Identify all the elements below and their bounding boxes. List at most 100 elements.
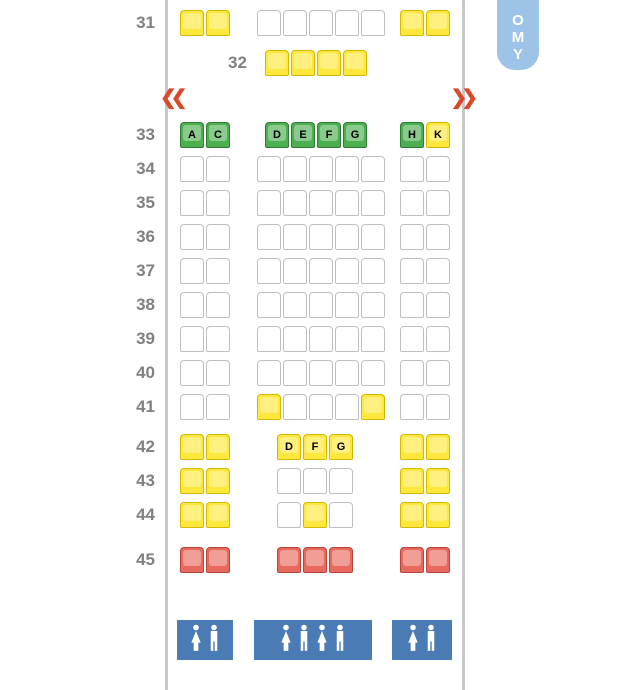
seat-41G[interactable] <box>335 394 359 420</box>
seat-31A[interactable] <box>180 10 204 36</box>
seat-38A[interactable] <box>180 292 204 318</box>
seat-31F[interactable] <box>309 10 333 36</box>
seat-37E[interactable] <box>283 258 307 284</box>
seat-32D[interactable] <box>265 50 289 76</box>
seat-44A[interactable] <box>180 502 204 528</box>
seat-31G[interactable] <box>335 10 359 36</box>
seat-44F[interactable] <box>303 502 327 528</box>
seat-36H[interactable] <box>400 224 424 250</box>
seat-33K[interactable]: K <box>426 122 450 148</box>
seat-34G[interactable] <box>335 156 359 182</box>
seat-42H[interactable] <box>400 434 424 460</box>
seat-43H[interactable] <box>400 468 424 494</box>
seat-34F[interactable] <box>309 156 333 182</box>
seat-40H[interactable] <box>400 360 424 386</box>
seat-41H[interactable] <box>400 394 424 420</box>
seat-37F[interactable] <box>309 258 333 284</box>
seat-45K[interactable] <box>426 547 450 573</box>
seat-31H[interactable] <box>361 10 385 36</box>
seat-45F[interactable] <box>303 547 327 573</box>
seat-40H[interactable] <box>361 360 385 386</box>
seat-37H[interactable] <box>361 258 385 284</box>
seat-42A[interactable] <box>180 434 204 460</box>
seat-36H[interactable] <box>361 224 385 250</box>
seat-39H[interactable] <box>400 326 424 352</box>
seat-40F[interactable] <box>309 360 333 386</box>
seat-33F[interactable]: F <box>317 122 341 148</box>
seat-39F[interactable] <box>309 326 333 352</box>
seat-39H[interactable] <box>361 326 385 352</box>
seat-36E[interactable] <box>283 224 307 250</box>
seat-43D[interactable] <box>277 468 301 494</box>
seat-35H[interactable] <box>361 190 385 216</box>
seat-45A[interactable] <box>180 547 204 573</box>
seat-39D[interactable] <box>257 326 281 352</box>
seat-40D[interactable] <box>257 360 281 386</box>
seat-32E[interactable] <box>291 50 315 76</box>
seat-45H[interactable] <box>400 547 424 573</box>
seat-35D[interactable] <box>257 190 281 216</box>
seat-36K[interactable] <box>426 224 450 250</box>
seat-31K[interactable] <box>426 10 450 36</box>
seat-34K[interactable] <box>426 156 450 182</box>
seat-40A[interactable] <box>180 360 204 386</box>
seat-35A[interactable] <box>180 190 204 216</box>
seat-35K[interactable] <box>426 190 450 216</box>
seat-45D[interactable] <box>277 547 301 573</box>
seat-37A[interactable] <box>180 258 204 284</box>
seat-33H[interactable]: H <box>400 122 424 148</box>
seat-33A[interactable]: A <box>180 122 204 148</box>
seat-37C[interactable] <box>206 258 230 284</box>
seat-38E[interactable] <box>283 292 307 318</box>
seat-38H[interactable] <box>400 292 424 318</box>
seat-38D[interactable] <box>257 292 281 318</box>
seat-44H[interactable] <box>400 502 424 528</box>
seat-39A[interactable] <box>180 326 204 352</box>
seat-37G[interactable] <box>335 258 359 284</box>
seat-38G[interactable] <box>335 292 359 318</box>
seat-44D[interactable] <box>277 502 301 528</box>
seat-32F[interactable] <box>317 50 341 76</box>
seat-45G[interactable] <box>329 547 353 573</box>
seat-35E[interactable] <box>283 190 307 216</box>
seat-37D[interactable] <box>257 258 281 284</box>
seat-44K[interactable] <box>426 502 450 528</box>
seat-33G[interactable]: G <box>343 122 367 148</box>
seat-41D[interactable] <box>257 394 281 420</box>
seat-39C[interactable] <box>206 326 230 352</box>
seat-37K[interactable] <box>426 258 450 284</box>
seat-31C[interactable] <box>206 10 230 36</box>
seat-38H[interactable] <box>361 292 385 318</box>
seat-40K[interactable] <box>426 360 450 386</box>
seat-41A[interactable] <box>180 394 204 420</box>
seat-39G[interactable] <box>335 326 359 352</box>
seat-43K[interactable] <box>426 468 450 494</box>
seat-42K[interactable] <box>426 434 450 460</box>
seat-35H[interactable] <box>400 190 424 216</box>
seat-36A[interactable] <box>180 224 204 250</box>
seat-40G[interactable] <box>335 360 359 386</box>
seat-34H[interactable] <box>400 156 424 182</box>
seat-35C[interactable] <box>206 190 230 216</box>
seat-44G[interactable] <box>329 502 353 528</box>
seat-33E[interactable]: E <box>291 122 315 148</box>
seat-41E[interactable] <box>283 394 307 420</box>
seat-41C[interactable] <box>206 394 230 420</box>
seat-35F[interactable] <box>309 190 333 216</box>
seat-38K[interactable] <box>426 292 450 318</box>
seat-41H[interactable] <box>361 394 385 420</box>
seat-34C[interactable] <box>206 156 230 182</box>
seat-36C[interactable] <box>206 224 230 250</box>
seat-43A[interactable] <box>180 468 204 494</box>
seat-34A[interactable] <box>180 156 204 182</box>
seat-42G[interactable]: G <box>329 434 353 460</box>
seat-31D[interactable] <box>257 10 281 36</box>
seat-37H[interactable] <box>400 258 424 284</box>
seat-39K[interactable] <box>426 326 450 352</box>
seat-41K[interactable] <box>426 394 450 420</box>
seat-43C[interactable] <box>206 468 230 494</box>
seat-39E[interactable] <box>283 326 307 352</box>
seat-43G[interactable] <box>329 468 353 494</box>
seat-44C[interactable] <box>206 502 230 528</box>
seat-36D[interactable] <box>257 224 281 250</box>
